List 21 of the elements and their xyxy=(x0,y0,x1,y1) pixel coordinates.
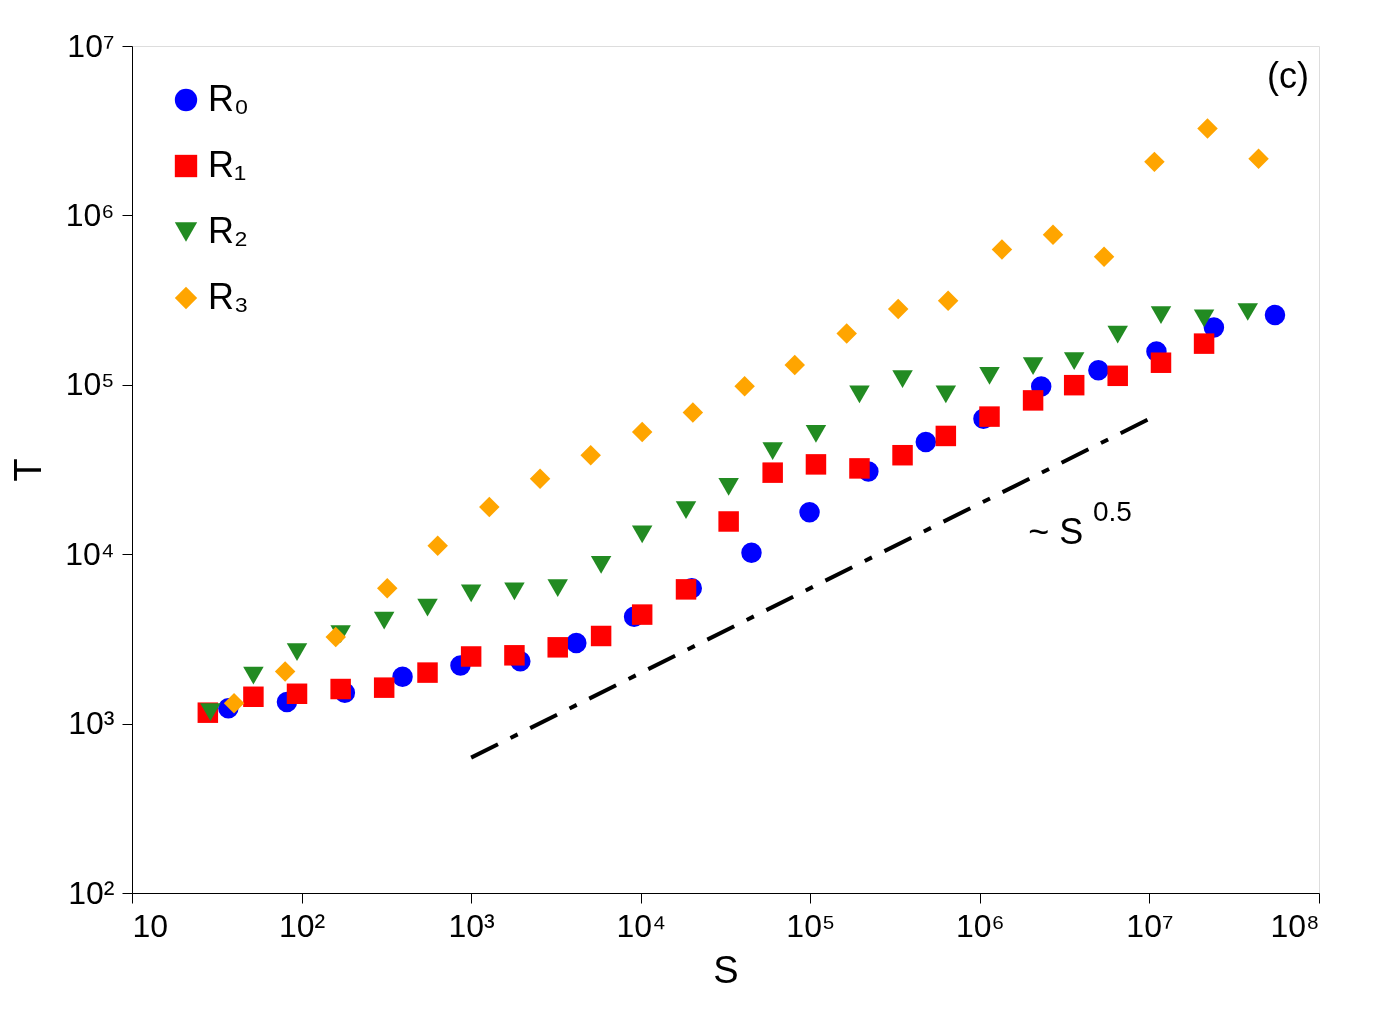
legend-label: R₁ xyxy=(208,144,247,185)
x-tick-label: 10⁸ xyxy=(1270,907,1320,944)
y-tick-label: 10² xyxy=(68,874,115,911)
x-axis-title: S xyxy=(713,948,739,991)
y-tick-label: 10⁷ xyxy=(67,27,115,64)
y-tick-label: 10⁴ xyxy=(65,535,115,572)
y-tick-label: 10⁶ xyxy=(65,196,115,233)
x-tick-label: 10⁵ xyxy=(786,907,836,944)
legend-label: R₃ xyxy=(208,276,249,317)
legend-label: R₀ xyxy=(208,78,249,119)
y-tick-label: 10⁵ xyxy=(65,366,115,403)
x-tick-label: 10⁴ xyxy=(616,907,666,944)
legend-label: R₂ xyxy=(208,210,248,251)
x-tick-label: 10⁷ xyxy=(1126,907,1174,944)
annotation: (c) xyxy=(1267,55,1309,96)
x-tick-label: 10 xyxy=(132,907,169,944)
x-tick-label: 10² xyxy=(278,907,326,944)
y-axis-title: T xyxy=(7,458,50,482)
x-tick-label: 10⁶ xyxy=(955,907,1005,944)
x-tick-label: 10³ xyxy=(448,907,496,944)
y-tick-label: 10³ xyxy=(68,705,115,742)
